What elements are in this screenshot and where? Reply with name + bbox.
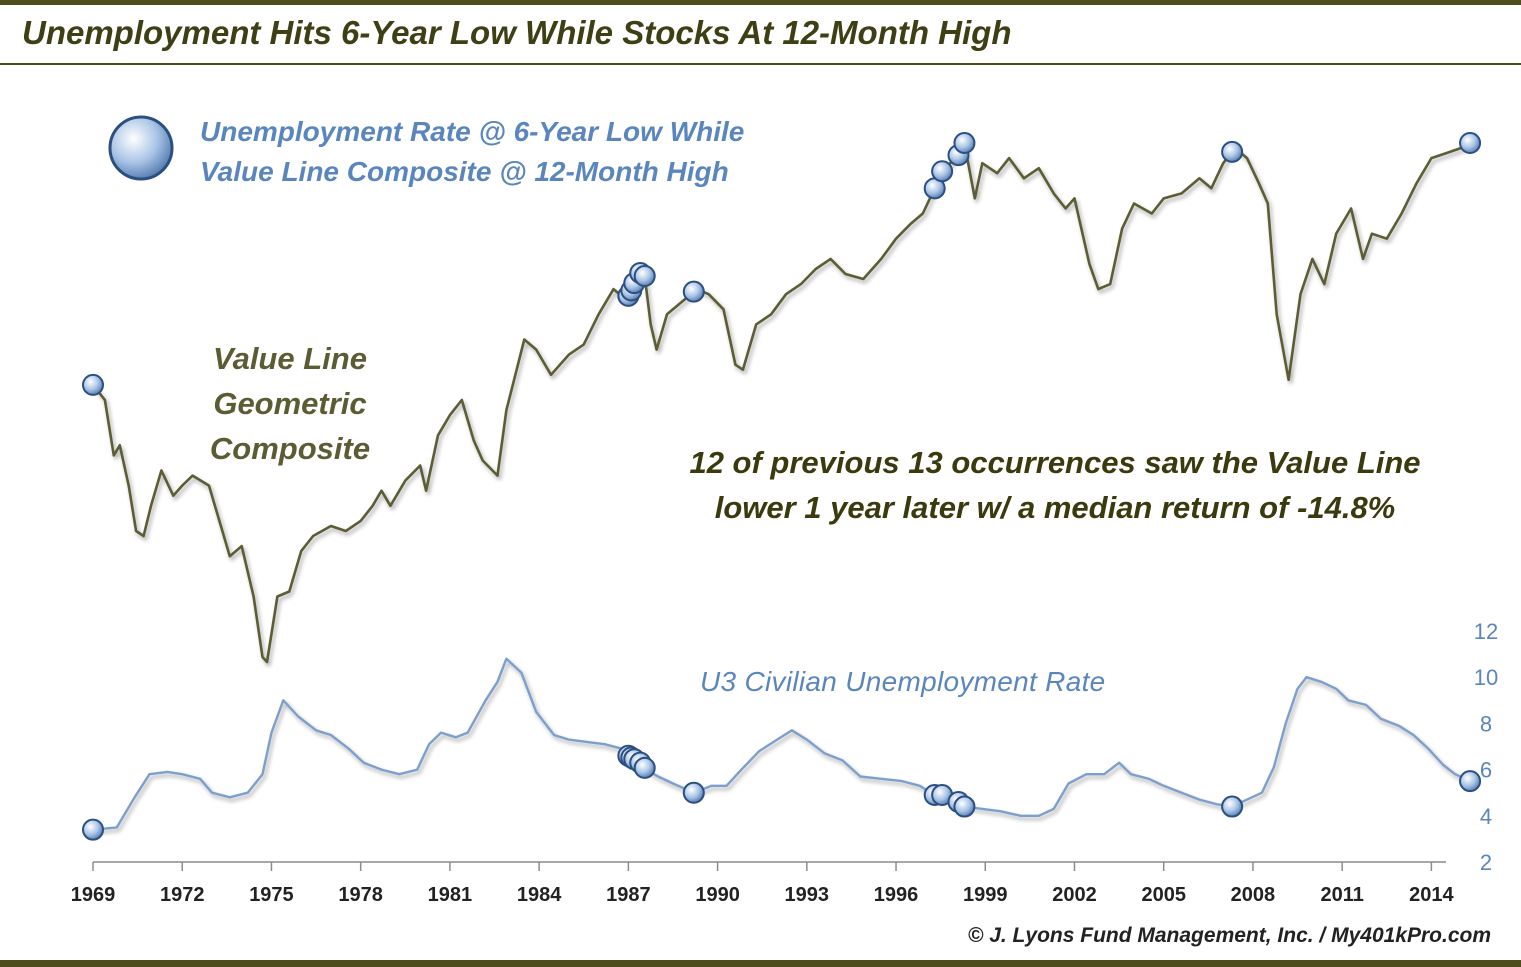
value-line-occurrence-marker — [633, 265, 656, 288]
y-tick-label: 12 — [1474, 619, 1498, 644]
x-tick-label: 1993 — [785, 884, 830, 906]
legend-line-2: Value Line Composite @ 12-Month High — [200, 156, 729, 187]
y-tick-label: 10 — [1474, 665, 1498, 690]
x-tick-label: 2011 — [1320, 884, 1363, 906]
annotation: 12 of previous 13 occurrences saw the Va… — [640, 440, 1470, 530]
annotation-line-1: 12 of previous 13 occurrences saw the Va… — [689, 445, 1421, 480]
annotation-line-2: lower 1 year later w/ a median return of… — [714, 490, 1396, 525]
x-tick-label: 2002 — [1052, 884, 1097, 906]
chart-title: Unemployment Hits 6-Year Low While Stock… — [22, 14, 1012, 51]
unemployment-occurrence-marker — [1459, 770, 1482, 793]
top-rule — [0, 0, 1521, 5]
x-tick-label: 2014 — [1409, 884, 1454, 906]
value-line-occurrence-marker — [953, 132, 976, 154]
x-tick-label: 1978 — [338, 884, 383, 906]
value-line-occurrence-marker — [931, 160, 954, 183]
unemployment-series-label: U3 Civilian Unemployment Rate — [700, 666, 1106, 697]
value-line-occurrence-marker — [1459, 132, 1482, 154]
x-tick-label: 1999 — [963, 884, 1008, 906]
unemployment-occurrence-marker — [953, 795, 976, 818]
value-line-occurrence-marker — [1221, 140, 1244, 163]
legend-line-1: Unemployment Rate @ 6-Year Low While — [200, 116, 745, 147]
x-tick-label: 1981 — [428, 884, 473, 906]
x-tick-label: 1990 — [695, 884, 740, 906]
x-tick-label: 1984 — [517, 884, 562, 906]
value-line-occurrence-marker — [682, 280, 705, 303]
value-line-label-line-1: Value Line — [213, 341, 367, 376]
value-line-label: Value Line Geometric Composite — [195, 336, 385, 471]
y-tick-label: 6 — [1480, 758, 1492, 783]
x-tick-label: 1987 — [606, 884, 651, 906]
value-line-occurrence-marker — [82, 373, 104, 396]
x-tick-label: 1975 — [249, 884, 294, 906]
x-tick-label: 1996 — [874, 884, 919, 906]
x-tick-label: 2008 — [1231, 884, 1276, 906]
unemployment-occurrence-marker — [682, 781, 705, 804]
bottom-rule — [0, 960, 1521, 967]
y-tick-label: 4 — [1480, 804, 1492, 829]
copyright-footer: © J. Lyons Fund Management, Inc. / My401… — [967, 924, 1491, 947]
legend: Unemployment Rate @ 6-Year Low While Val… — [200, 112, 744, 192]
unemployment-occurrence-marker — [1221, 795, 1244, 818]
unemployment-occurrence-marker — [82, 818, 104, 841]
x-tick-label: 1969 — [71, 884, 116, 906]
title-rule — [0, 63, 1521, 65]
value-line-label-line-3: Composite — [209, 431, 371, 466]
y-tick-label: 2 — [1480, 850, 1492, 875]
y-tick-label: 8 — [1480, 711, 1492, 736]
unemployment-series — [92, 657, 1471, 831]
x-tick-label: 2005 — [1141, 884, 1186, 906]
unemployment-occurrence-marker — [633, 756, 656, 779]
x-tick-label: 1972 — [160, 884, 205, 906]
legend-marker-icon — [108, 115, 174, 181]
value-line-label-line-2: Geometric — [213, 386, 367, 421]
